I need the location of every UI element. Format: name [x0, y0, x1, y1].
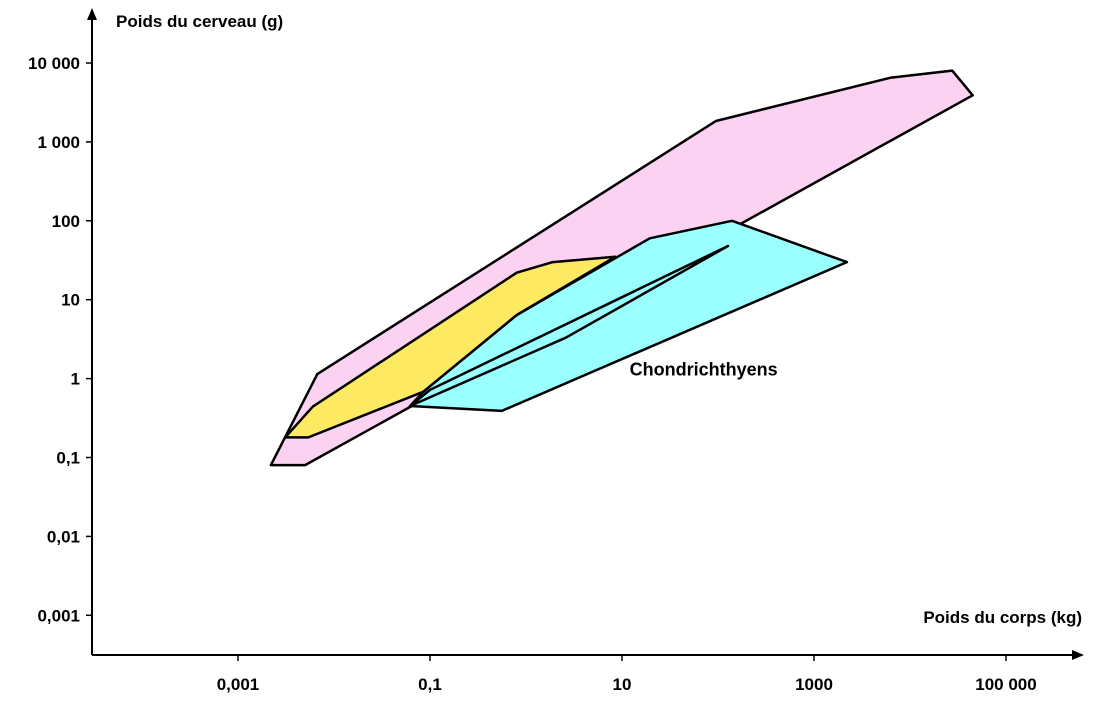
y-tick-label: 0,01 [47, 527, 80, 546]
x-tick-label: 10 [613, 675, 632, 694]
annotation-chondrichthyens: Chondrichthyens [630, 360, 778, 380]
regions [269, 69, 974, 467]
x-tick-label: 100 000 [975, 675, 1036, 694]
y-tick-label: 0,001 [37, 606, 80, 625]
y-tick-label: 1 [71, 370, 80, 389]
y-tick-label: 10 000 [28, 54, 80, 73]
y-axis-arrow [87, 8, 97, 20]
x-axis-label: Poids du corps (kg) [923, 608, 1082, 627]
x-tick-label: 1000 [795, 675, 833, 694]
ticks: 0,001 0,1 10 1000 100 000 10 000 1 000 100 10 1 0,… [28, 54, 1037, 694]
y-tick-label: 1 000 [37, 133, 80, 152]
y-axis-label: Poids du cerveau (g) [116, 12, 283, 31]
axes [87, 8, 1084, 660]
x-axis-arrow [1072, 650, 1084, 660]
inner-outline [408, 244, 730, 408]
x-tick-label: 0,1 [418, 675, 442, 694]
x-tick-label: 0,001 [217, 675, 260, 694]
y-tick-label: 0,1 [56, 449, 80, 468]
yellow-region [283, 255, 617, 439]
y-tick-label: 100 [52, 212, 80, 231]
y-tick-label: 10 [61, 291, 80, 310]
